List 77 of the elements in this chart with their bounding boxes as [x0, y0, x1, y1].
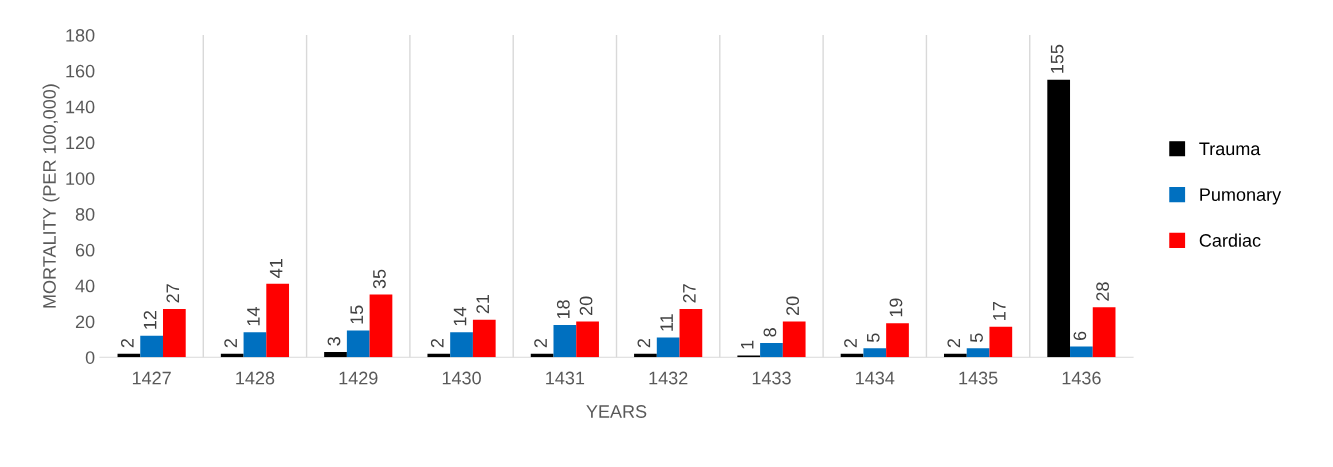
x-tick-label: 1429: [339, 371, 378, 385]
data-label: 12: [143, 311, 157, 329]
bar: [162, 308, 186, 358]
bar: [472, 319, 496, 358]
data-label: 20: [786, 296, 800, 315]
x-axis-title: YEARS: [586, 405, 647, 418]
y-tick-label: 40: [75, 279, 95, 293]
data-label: 27: [682, 284, 696, 303]
data-label: 19: [889, 298, 903, 317]
bar: [324, 351, 347, 358]
x-tick-label: 1434: [856, 371, 895, 385]
bar: [553, 325, 577, 358]
data-label: 8: [763, 328, 777, 337]
y-tick-label: 20: [75, 315, 95, 329]
data-label: 17: [993, 302, 1006, 320]
bar: [782, 321, 806, 358]
x-tick-label: 1433: [752, 371, 791, 385]
x-tick-label: 1428: [236, 371, 275, 385]
bar: [886, 323, 909, 358]
data-label: 14: [453, 307, 467, 326]
bar: [243, 332, 267, 358]
x-tick-label: 1427: [132, 371, 171, 385]
y-tick-label: 160: [66, 64, 95, 78]
data-label: 2: [430, 338, 444, 348]
y-tick-label: 180: [66, 28, 95, 42]
data-label: 2: [844, 338, 857, 348]
y-tick-label: 120: [66, 136, 95, 150]
data-label: 155: [1050, 44, 1064, 73]
data-label: 6: [1073, 331, 1087, 341]
x-tick-label: 1431: [546, 371, 585, 385]
bar: [266, 283, 290, 358]
y-tick-label: 100: [66, 172, 95, 185]
bar: [450, 332, 473, 358]
data-label: 35: [373, 269, 386, 289]
data-label: 20: [579, 296, 593, 315]
x-tick-label: 1436: [1062, 371, 1101, 385]
data-label: 1: [740, 340, 754, 349]
y-tick-label: 80: [75, 207, 95, 221]
bar: [966, 348, 990, 358]
bar: [576, 321, 599, 358]
bar: [760, 342, 783, 358]
legend-label: Trauma: [1199, 142, 1261, 156]
data-label: 27: [166, 284, 180, 303]
y-axis-title: MORTALITY (PER 100,000): [42, 84, 60, 308]
data-label: 2: [947, 338, 961, 348]
bar: [1070, 346, 1093, 358]
data-label: 2: [534, 338, 547, 348]
data-label: 5: [867, 333, 880, 343]
bar: [989, 326, 1013, 358]
data-label: 15: [350, 305, 364, 324]
x-tick-label: 1435: [959, 371, 998, 385]
data-label: 21: [476, 294, 489, 314]
x-tick-label: 1430: [442, 371, 481, 385]
data-label: 2: [637, 338, 651, 348]
y-tick-label: 60: [75, 243, 95, 257]
y-tick-label: 140: [66, 100, 95, 114]
data-label: 18: [556, 300, 570, 319]
bar: [656, 337, 680, 358]
bar: [679, 308, 703, 358]
bar: [1092, 307, 1116, 358]
y-tick-label: 0: [85, 351, 95, 364]
data-label: 28: [1096, 282, 1109, 301]
legend-label: Pumonary: [1200, 188, 1282, 205]
x-tick-label: 1432: [649, 371, 688, 385]
data-label: 14: [247, 307, 260, 326]
bar: [140, 335, 163, 358]
data-label: 2: [120, 338, 134, 348]
data-label: 5: [970, 333, 983, 343]
data-label: 2: [224, 338, 237, 348]
bar: [346, 330, 370, 358]
legend-label: Cardiac: [1199, 233, 1261, 247]
data-label: 11: [660, 314, 673, 331]
bar: [1047, 79, 1071, 358]
data-label: 41: [269, 259, 283, 278]
bar: [863, 348, 887, 358]
data-label: 3: [327, 337, 341, 346]
bar: [369, 294, 393, 358]
